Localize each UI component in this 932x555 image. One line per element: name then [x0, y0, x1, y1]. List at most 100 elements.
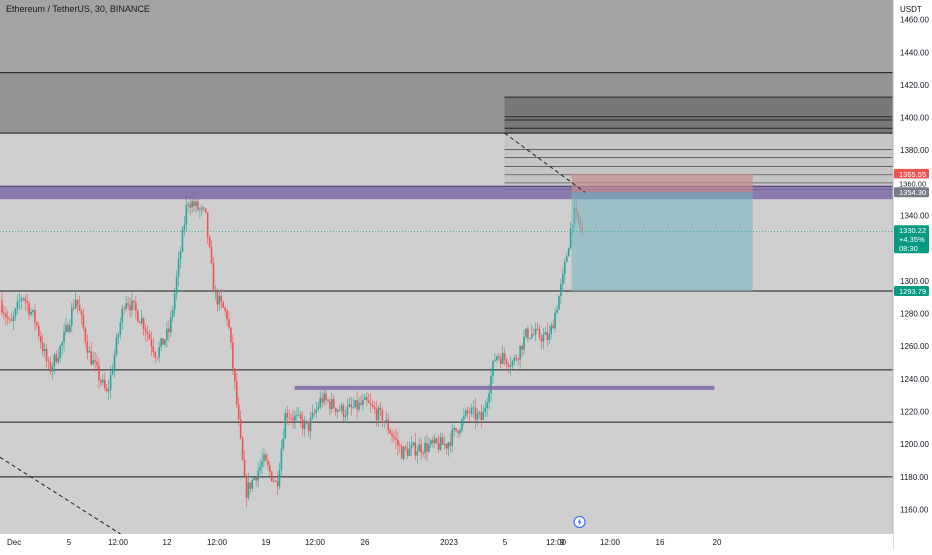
- candle: [115, 332, 118, 357]
- candle: [501, 345, 504, 365]
- candle-body: [496, 356, 498, 360]
- position-target-zone[interactable]: [571, 192, 753, 292]
- candle-body: [69, 325, 71, 332]
- candle-body: [216, 291, 219, 305]
- candle-body: [286, 413, 289, 418]
- candle-body: [416, 451, 419, 456]
- candle-body: [47, 361, 50, 363]
- last-price-tag: +4.35%: [899, 235, 925, 244]
- candle: [519, 345, 521, 369]
- candle-body: [366, 397, 368, 401]
- candle-body: [30, 311, 32, 315]
- trend-line-0[interactable]: [504, 132, 586, 193]
- candle: [338, 405, 341, 412]
- candle: [82, 308, 85, 332]
- x-tick-label: 16: [656, 538, 665, 547]
- x-tick-label: 9: [560, 538, 565, 547]
- candle-body: [160, 338, 162, 347]
- candle-body: [259, 466, 261, 471]
- candle: [86, 334, 89, 360]
- candle-body: [10, 319, 13, 321]
- candle: [195, 198, 197, 213]
- candle-body: [536, 328, 539, 330]
- candle-body: [107, 389, 110, 391]
- candle: [265, 452, 267, 462]
- candle: [263, 447, 265, 468]
- candle-body: [530, 334, 533, 339]
- candle: [111, 363, 114, 376]
- candle: [92, 351, 94, 365]
- candle: [76, 299, 79, 314]
- candle-body: [282, 438, 285, 449]
- candle: [210, 239, 213, 265]
- candle: [63, 323, 65, 352]
- candle: [150, 331, 153, 356]
- take-profit-tag: 1293.79: [899, 287, 926, 296]
- candle-body: [532, 334, 535, 335]
- trend-line-1[interactable]: [0, 456, 121, 535]
- candle: [387, 413, 389, 435]
- candle-body: [189, 204, 191, 208]
- y-tick-label: 1280.00: [900, 310, 929, 319]
- position-stop-zone[interactable]: [571, 173, 753, 193]
- candle-body: [158, 346, 160, 358]
- candle-body: [527, 328, 529, 339]
- candle: [406, 441, 409, 460]
- candle: [565, 252, 568, 263]
- candle: [133, 300, 135, 311]
- candle: [247, 473, 250, 501]
- candle-body: [131, 300, 133, 311]
- candle: [84, 326, 87, 348]
- candle-body: [443, 443, 446, 445]
- candle: [276, 472, 279, 496]
- time-axis[interactable]: Dec 5 12:00 12 12:00 19 12:00 26 2023 5 12:009 12:0…: [0, 534, 893, 550]
- candle-body: [397, 439, 399, 446]
- drawings-layer[interactable]: [0, 132, 893, 535]
- candle-body: [235, 381, 238, 405]
- candle-body: [488, 393, 490, 403]
- candle-body: [523, 336, 525, 350]
- candle: [422, 450, 424, 458]
- candle-body: [255, 477, 257, 481]
- candle: [30, 307, 32, 317]
- candle-body: [319, 398, 322, 408]
- candle-body: [234, 368, 236, 382]
- candle: [412, 441, 415, 447]
- candle-body: [45, 348, 48, 362]
- candle: [268, 461, 271, 477]
- candle: [18, 292, 21, 311]
- candle: [239, 410, 242, 440]
- candle-body: [509, 365, 512, 367]
- stop-loss-tag: 1365.55: [899, 170, 926, 179]
- candle: [334, 407, 337, 417]
- candle-body: [183, 224, 186, 230]
- candle: [385, 411, 388, 423]
- candle: [69, 319, 71, 334]
- support-segment[interactable]: [294, 385, 715, 390]
- candle-body: [88, 351, 91, 353]
- candle: [470, 404, 473, 417]
- candle: [560, 278, 562, 304]
- candle: [286, 405, 289, 425]
- resistance-band[interactable]: [0, 186, 893, 200]
- candle-body: [356, 400, 358, 410]
- symbol-title[interactable]: Ethereum / TetherUS, 30, BINANCE: [6, 4, 150, 14]
- candle: [1, 291, 3, 316]
- candle-body: [301, 419, 304, 429]
- candle-body: [569, 228, 572, 249]
- candle: [214, 285, 217, 300]
- candle: [319, 390, 322, 411]
- candle-body: [560, 284, 562, 296]
- candle-body: [468, 412, 471, 414]
- candle: [245, 473, 248, 507]
- candle: [90, 342, 93, 366]
- candle: [144, 324, 147, 342]
- candle-body: [329, 401, 331, 410]
- last-price-tag-bg: [894, 225, 929, 254]
- candle: [51, 362, 54, 380]
- candle-body: [484, 408, 486, 412]
- candle-body: [276, 480, 279, 487]
- candle: [47, 357, 50, 369]
